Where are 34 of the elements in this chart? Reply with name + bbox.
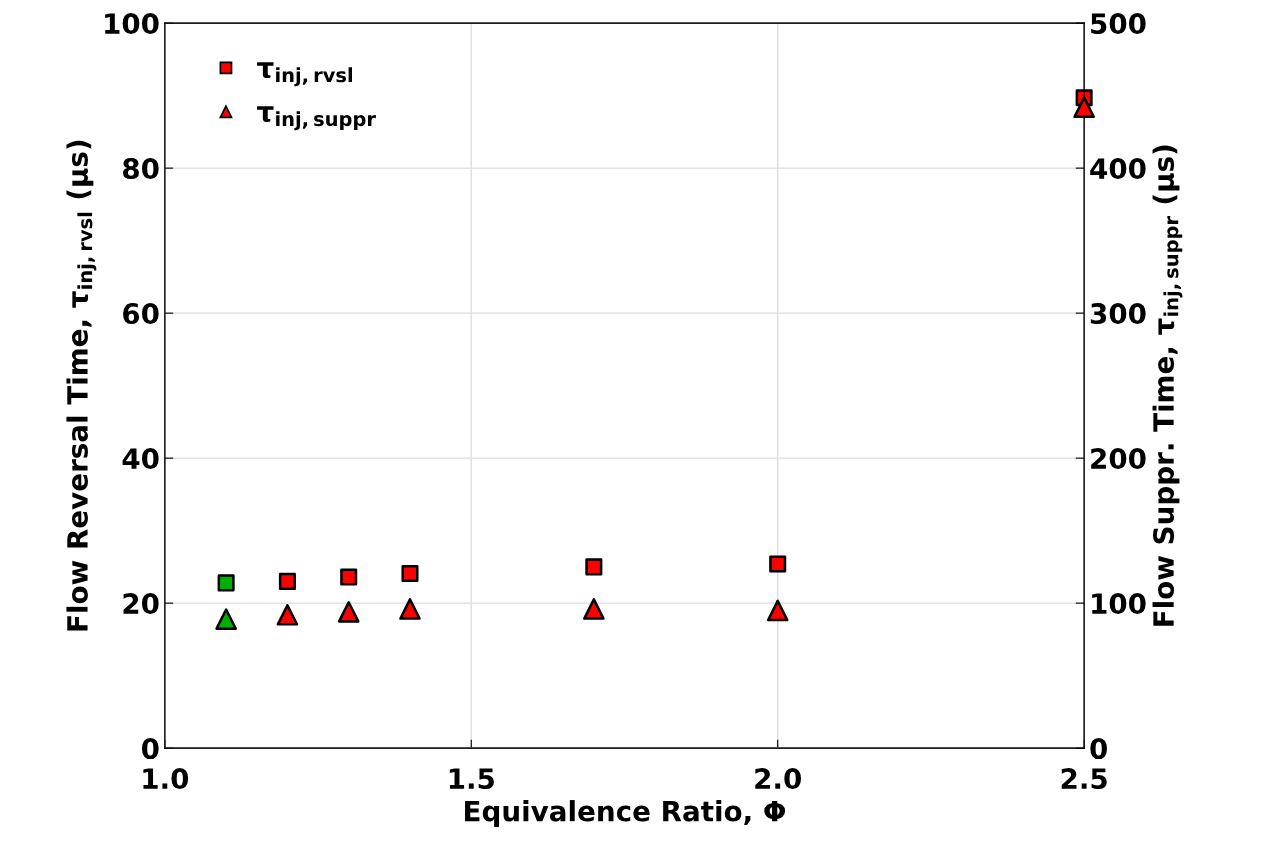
- point: [337, 601, 360, 623]
- y2-tick-label: 0: [1090, 738, 1107, 760]
- point: [276, 603, 299, 626]
- x-axis-title: Equivalence Ratio, Φ: [465, 800, 786, 827]
- point: [769, 555, 787, 573]
- point: [217, 574, 235, 592]
- point: [401, 564, 419, 582]
- point: [766, 599, 789, 622]
- y-tick-label: 60: [123, 303, 159, 325]
- y2-tick-label: 400: [1090, 158, 1146, 180]
- y-tick-label: 80: [123, 158, 159, 180]
- x-tick-label: 1.5: [449, 768, 494, 790]
- y-tick-label: 20: [123, 593, 159, 615]
- x-tick-label: 2.0: [755, 768, 801, 790]
- y2-axis-title: Flow Suppr. Time, τ$_{inj,suppr}$ (µs): [1152, 145, 1183, 626]
- y2-tick-label: 300: [1090, 303, 1146, 325]
- point: [399, 598, 421, 620]
- point: [215, 608, 237, 630]
- legend-label: τ$_{inj,rvsl}$: [257, 62, 352, 87]
- point: [585, 558, 603, 576]
- y2-tick-label: 200: [1091, 448, 1146, 470]
- x-tick-label: 1.0: [143, 768, 189, 790]
- y-tick-label: 100: [105, 13, 159, 35]
- y-axis-title: Flow Reversal Time, τ$_{inj,rvsl}$ (µs): [66, 140, 97, 631]
- x-tick-label: 2.5: [1061, 768, 1107, 790]
- y2-tick-label: 500: [1091, 13, 1146, 35]
- point: [583, 598, 605, 620]
- y-tick-label: 40: [122, 448, 159, 470]
- y-tick-label: 0: [141, 738, 159, 760]
- point: [278, 572, 296, 590]
- point: [1073, 96, 1095, 119]
- point: [340, 568, 358, 586]
- legend-label: τ$_{inj,suppr}$: [257, 106, 376, 131]
- y2-tick-label: 100: [1092, 593, 1146, 615]
